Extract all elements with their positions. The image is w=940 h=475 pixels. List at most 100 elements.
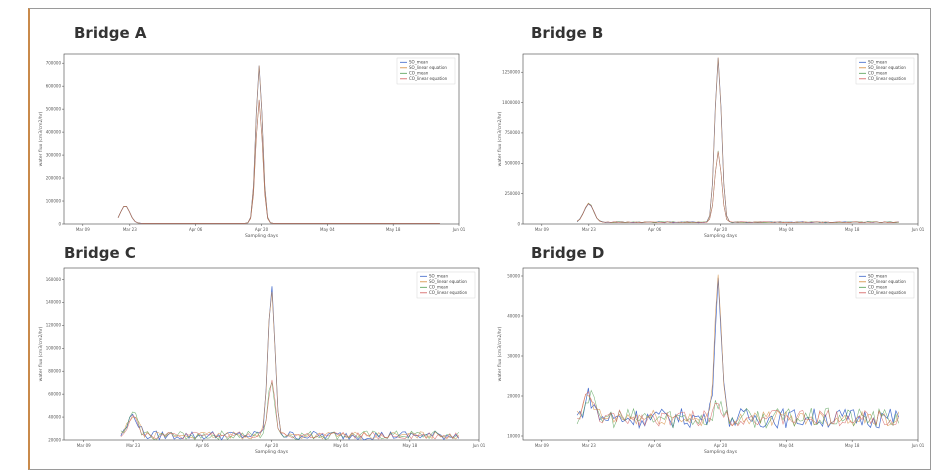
series-co-linear: [120, 379, 459, 440]
legend-label: CO_linear equation: [868, 290, 907, 295]
panel-title: Bridge C: [64, 244, 136, 262]
y-tick-label: 40000: [507, 313, 520, 318]
x-tick-label: Jun 01: [472, 443, 486, 448]
x-tick-label: Mar 09: [535, 443, 549, 448]
x-tick-label: Jun 01: [911, 443, 925, 448]
x-tick-label: Apr 06: [648, 227, 662, 232]
chart-svg: Mar 09 Mar 23 Apr 06 Apr 20 May 04 May 18 Jun …: [497, 267, 925, 455]
series-so-mean: [576, 57, 899, 224]
x-tick-label: May 18: [845, 443, 860, 448]
x-tick-label: Apr 06: [196, 443, 210, 448]
x-axis-label: Sampling days: [704, 449, 738, 455]
x-tick-label: Mar 09: [535, 227, 549, 232]
chart-svg: Mar 09 Mar 23 Apr 06 Apr 20 May 04 May 18 Jun …: [38, 53, 466, 239]
x-tick-label: Mar 23: [123, 227, 137, 232]
legend-label: CO_mean: [429, 285, 449, 290]
x-tick-label: May 04: [779, 443, 794, 448]
series-co-mean: [120, 382, 459, 441]
x-axis-label: Sampling days: [245, 233, 279, 239]
y-axis-label: water flux (cm3/cm2/hr): [38, 326, 44, 381]
y-tick-label: 50000: [507, 273, 520, 278]
y-tick-label: 100000: [46, 198, 62, 203]
y-tick-label: 140000: [46, 300, 62, 305]
series-so-linear: [120, 291, 459, 440]
x-tick-label: Apr 20: [265, 443, 279, 448]
panel-title: Bridge D: [531, 244, 605, 262]
legend-label: SO_linear equation: [429, 279, 467, 284]
legend-label: CO_mean: [409, 71, 429, 76]
y-tick-label: 400000: [46, 129, 62, 134]
x-axis-label: Sampling days: [704, 233, 738, 239]
series-so-mean: [120, 286, 460, 441]
series-co-linear: [576, 391, 899, 427]
legend-label: SO_mean: [868, 274, 887, 279]
x-tick-label: May 04: [779, 227, 794, 232]
legend-label: SO_linear equation: [868, 279, 906, 284]
y-tick-label: 200000: [46, 175, 62, 180]
y-tick-label: 250000: [505, 191, 521, 196]
legend-label: SO_mean: [409, 60, 428, 65]
y-tick-label: 40000: [48, 414, 61, 419]
figure-frame: [28, 8, 931, 470]
y-tick-label: 160000: [46, 277, 62, 282]
y-tick-label: 100000: [46, 346, 62, 351]
y-tick-label: 300000: [46, 152, 62, 157]
series-so-mean: [576, 277, 900, 430]
x-tick-label: May 18: [403, 443, 418, 448]
legend-label: SO_linear equation: [409, 65, 447, 70]
y-tick-label: 20000: [507, 393, 520, 398]
series-so-linear: [576, 274, 899, 427]
series-so-mean: [117, 65, 440, 224]
legend-label: CO_mean: [868, 285, 888, 290]
x-tick-label: Apr 06: [189, 227, 203, 232]
x-tick-label: May 18: [386, 227, 401, 232]
x-tick-label: Jun 01: [452, 227, 466, 232]
y-tick-label: 30000: [507, 353, 520, 358]
series-co-linear: [576, 151, 899, 223]
series-so-linear: [117, 65, 440, 224]
panel-bridge-d: Bridge D Mar 09 Mar 23 Apr 06 Apr 20 May 04 M…: [483, 240, 933, 468]
y-axis-label: water flux (cm3/cm2/hr): [497, 326, 503, 381]
legend-label: CO_linear equation: [409, 76, 448, 81]
y-axis-label: water flux (cm3/cm2/hr): [497, 111, 503, 166]
series-co-mean: [576, 150, 899, 224]
y-tick-label: 120000: [46, 323, 62, 328]
panel-bridge-b: Bridge B Mar 09 Mar 23 Apr 06 Apr 20 May 04 M…: [483, 14, 933, 242]
x-tick-label: Mar 23: [582, 227, 596, 232]
x-tick-label: Mar 09: [76, 227, 90, 232]
y-tick-label: 500000: [46, 106, 62, 111]
panel-title: Bridge A: [74, 24, 147, 42]
series-co-mean: [117, 99, 440, 224]
legend-label: CO_mean: [868, 71, 888, 76]
y-tick-label: 1250000: [502, 70, 520, 75]
panel-title: Bridge B: [531, 24, 604, 42]
series-co-mean: [576, 389, 899, 429]
x-tick-label: Apr 20: [255, 227, 269, 232]
x-tick-label: Mar 09: [77, 443, 91, 448]
y-tick-label: 750000: [505, 130, 521, 135]
panel-bridge-c: Bridge C Mar 09 Mar 23 Apr 06 Apr 20 May 04 M…: [24, 240, 486, 468]
legend-label: SO_mean: [868, 60, 887, 65]
legend-label: CO_linear equation: [429, 290, 468, 295]
series-co-linear: [117, 99, 440, 224]
x-tick-label: Apr 20: [714, 443, 728, 448]
y-tick-label: 20000: [48, 437, 61, 442]
y-tick-label: 500000: [505, 161, 521, 166]
x-tick-label: May 04: [333, 443, 348, 448]
legend-label: SO_linear equation: [868, 65, 906, 70]
y-tick-label: 80000: [48, 369, 61, 374]
legend-box: [396, 57, 456, 85]
x-tick-label: May 04: [320, 227, 335, 232]
y-tick-label: 1000000: [502, 100, 520, 105]
chart-svg: Mar 09 Mar 23 Apr 06 Apr 20 May 04 May 18 Jun …: [497, 53, 925, 239]
chart-svg: Mar 09 Mar 23 Apr 06 Apr 20 May 04 May 18 Jun …: [38, 267, 486, 455]
series-so-linear: [576, 57, 899, 223]
x-tick-label: Apr 20: [714, 227, 728, 232]
y-axis-label: water flux (cm3/cm2/hr): [38, 111, 44, 166]
y-tick-label: 600000: [46, 83, 62, 88]
y-tick-label: 0: [58, 221, 61, 226]
x-tick-label: May 18: [845, 227, 860, 232]
x-tick-label: Jun 01: [911, 227, 925, 232]
x-tick-label: Apr 06: [648, 443, 662, 448]
y-tick-label: 700000: [46, 60, 62, 65]
